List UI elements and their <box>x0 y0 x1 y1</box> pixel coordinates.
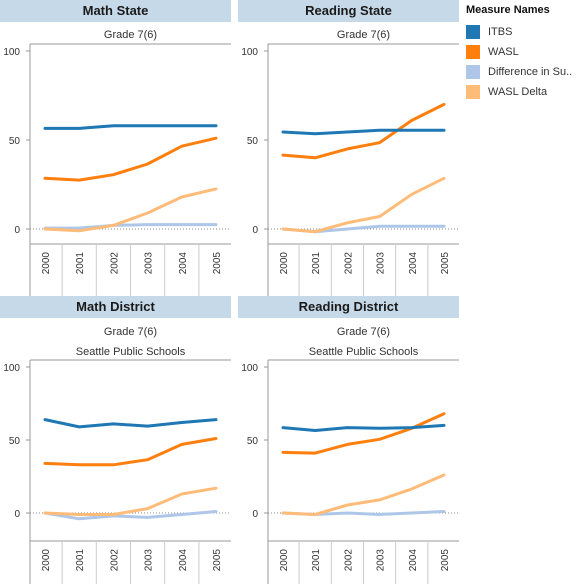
series-line-itbs <box>281 423 446 432</box>
panel-subtitle: Grade 7(6) <box>337 29 390 41</box>
series-line-wasl <box>281 102 446 160</box>
y-tick-label: 100 <box>241 363 258 374</box>
x-tick-label: 2005 <box>440 252 451 275</box>
panel-subtitle-2: Seattle Public Schools <box>309 346 419 358</box>
panel-subtitle-2: Seattle Public Schools <box>76 346 186 358</box>
x-tick-label: 2000 <box>41 549 52 572</box>
x-tick-label: 2002 <box>343 252 354 275</box>
x-tick-label: 2001 <box>311 549 322 572</box>
x-tick-label: 2003 <box>376 549 387 572</box>
x-tick-label: 2003 <box>144 252 155 275</box>
x-tick-label: 2004 <box>408 252 419 275</box>
x-tick-label: 2005 <box>212 252 223 275</box>
y-tick-label: 50 <box>247 136 259 147</box>
panel-subtitle: Grade 7(6) <box>337 326 390 338</box>
y-tick-label: 0 <box>252 225 258 236</box>
legend-item-wasl[interactable]: WASL <box>466 42 584 62</box>
y-tick-label: 0 <box>252 509 258 520</box>
x-tick-label: 2005 <box>440 549 451 572</box>
y-tick-label: 100 <box>3 363 20 374</box>
legend-swatch-wasl-delta <box>466 85 480 99</box>
legend-item-difference[interactable]: Difference in Su.. <box>466 62 584 82</box>
x-tick-label: 2002 <box>343 549 354 572</box>
x-tick-label: 2000 <box>41 252 52 275</box>
legend-swatch-itbs <box>466 25 480 39</box>
y-tick-label: 50 <box>9 136 21 147</box>
x-tick-label: 2002 <box>109 252 120 275</box>
legend-label-difference: Difference in Su.. <box>488 66 573 78</box>
panel-title-reading-state: Reading State <box>238 0 459 22</box>
x-tick-label: 2003 <box>144 549 155 572</box>
x-tick-label: 2004 <box>178 252 189 275</box>
x-tick-label: 2001 <box>75 252 86 275</box>
panel-title-math-district: Math District <box>0 296 231 318</box>
series-line-itbs <box>43 124 218 130</box>
legend-label-wasl-delta: WASL Delta <box>488 86 548 98</box>
x-tick-label: 2003 <box>376 252 387 275</box>
y-tick-label: 100 <box>3 47 20 58</box>
y-tick-label: 50 <box>247 436 259 447</box>
legend-label-itbs: ITBS <box>488 26 513 38</box>
legend-swatch-wasl <box>466 45 480 59</box>
y-tick-label: 0 <box>14 225 20 236</box>
series-line-wasl <box>43 136 218 182</box>
x-tick-label: 2001 <box>311 252 322 275</box>
panel-subtitle: Grade 7(6) <box>104 326 157 338</box>
panel-title-reading-district: Reading District <box>238 296 459 318</box>
x-tick-label: 2005 <box>212 549 223 572</box>
series-line-wasl-delta <box>281 176 446 234</box>
series-line-difference-in-su <box>43 510 218 521</box>
y-tick-label: 50 <box>9 436 21 447</box>
series-line-wasl-delta <box>43 486 218 516</box>
series-line-difference-in-su <box>43 223 218 230</box>
series-line-wasl <box>43 437 218 467</box>
panel-title-math-state: Math State <box>0 0 231 22</box>
panel-subtitle: Grade 7(6) <box>104 29 157 41</box>
y-tick-label: 100 <box>241 47 258 58</box>
x-tick-label: 2000 <box>279 549 290 572</box>
x-tick-label: 2002 <box>109 549 120 572</box>
legend-swatch-difference <box>466 65 480 79</box>
legend: Measure Names ITBS WASL Difference in Su… <box>466 4 584 102</box>
series-line-wasl <box>281 412 446 455</box>
series-line-itbs <box>281 128 446 136</box>
series-line-wasl-delta <box>43 187 218 233</box>
x-tick-label: 2000 <box>279 252 290 275</box>
legend-label-wasl: WASL <box>488 46 519 58</box>
legend-title: Measure Names <box>466 4 550 16</box>
legend-item-wasl-delta[interactable]: WASL Delta <box>466 82 584 102</box>
x-tick-label: 2004 <box>408 549 419 572</box>
y-tick-label: 0 <box>14 509 20 520</box>
x-tick-label: 2001 <box>75 549 86 572</box>
series-line-wasl-delta <box>281 473 446 516</box>
legend-item-itbs[interactable]: ITBS <box>466 22 584 42</box>
x-tick-label: 2004 <box>178 549 189 572</box>
series-line-itbs <box>43 418 218 429</box>
